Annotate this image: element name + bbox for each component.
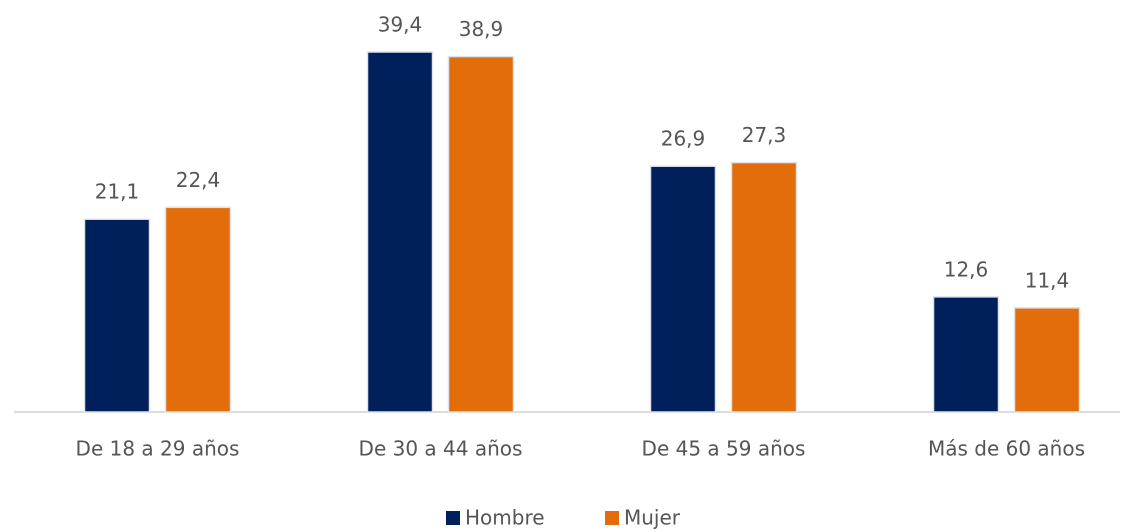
legend-label: Hombre: [465, 506, 545, 530]
x-tick-label: De 18 a 29 años: [76, 437, 240, 461]
bar: [730, 161, 798, 413]
bar: [164, 206, 232, 413]
value-label: 26,9: [661, 127, 706, 151]
bar: [366, 51, 434, 413]
bar: [447, 55, 515, 413]
value-label: 27,3: [742, 123, 787, 147]
value-label: 22,4: [176, 168, 221, 192]
value-label: 12,6: [944, 257, 989, 281]
value-label: 38,9: [459, 17, 504, 41]
x-tick-label: De 45 a 59 años: [642, 437, 806, 461]
bar: [1013, 307, 1081, 413]
legend-swatch: [446, 511, 460, 525]
x-tick-label: De 30 a 44 años: [359, 437, 523, 461]
bar: [83, 218, 151, 413]
value-label: 39,4: [378, 13, 423, 37]
bar: [932, 296, 1000, 413]
legend-label: Mujer: [624, 506, 681, 530]
value-label: 21,1: [95, 180, 140, 204]
value-label: 11,4: [1025, 268, 1070, 292]
bar: [649, 165, 717, 413]
x-tick-label: Más de 60 años: [928, 437, 1085, 461]
legend-swatch: [605, 511, 619, 525]
